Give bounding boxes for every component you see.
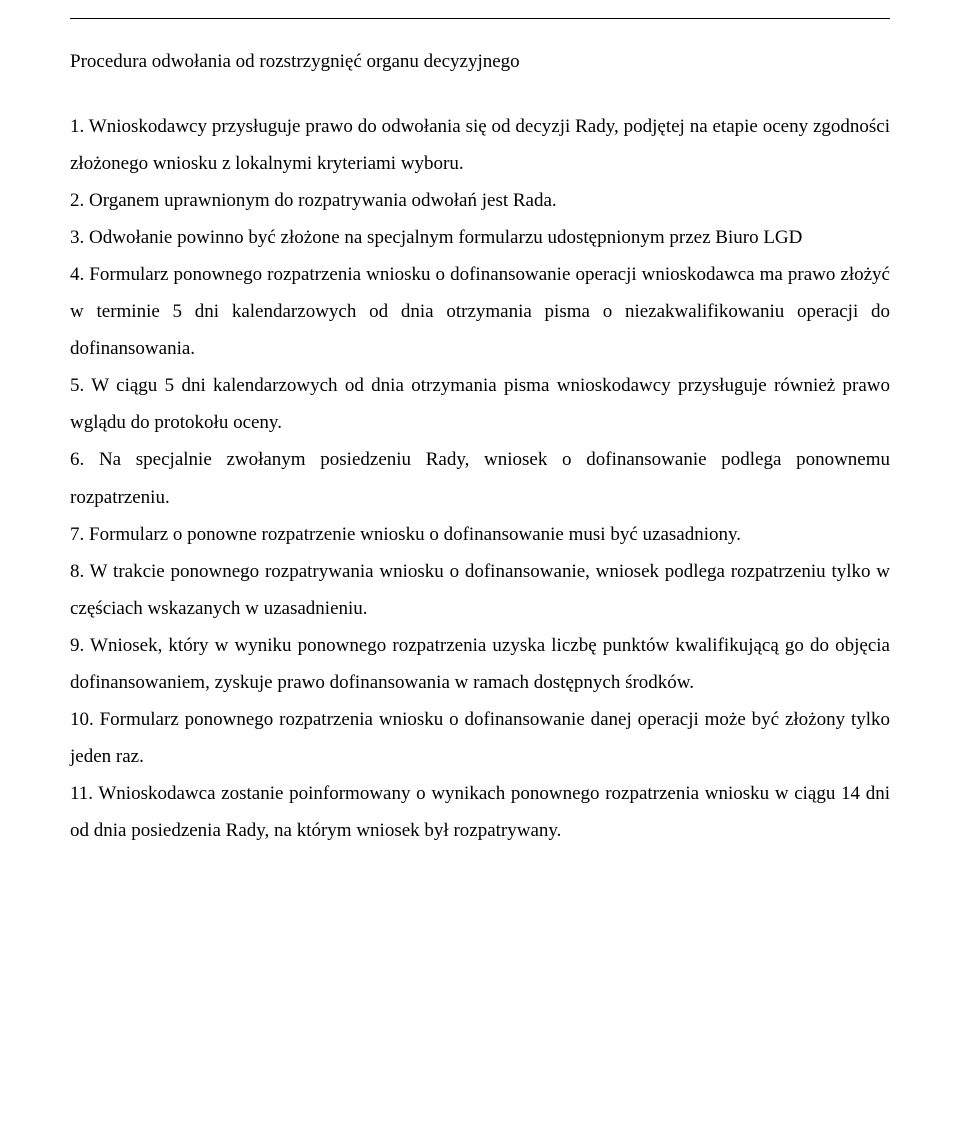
list-item: 2. Organem uprawnionym do rozpatrywania …: [70, 182, 890, 219]
list-item: 6. Na specjalnie zwołanym posiedzeniu Ra…: [70, 441, 890, 515]
document-page: Procedura odwołania od rozstrzygnięć org…: [0, 0, 960, 1121]
list-item: 3. Odwołanie powinno być złożone na spec…: [70, 219, 890, 256]
list-item: 10. Formularz ponownego rozpatrzenia wni…: [70, 701, 890, 775]
list-item: 1. Wnioskodawcy przysługuje prawo do odw…: [70, 108, 890, 182]
list-item: 4. Formularz ponownego rozpatrzenia wnio…: [70, 256, 890, 367]
list-item: 9. Wniosek, który w wyniku ponownego roz…: [70, 627, 890, 701]
list-item: 7. Formularz o ponowne rozpatrzenie wnio…: [70, 516, 890, 553]
list-item: 11. Wnioskodawca zostanie poinformowany …: [70, 775, 890, 849]
list-item: 5. W ciągu 5 dni kalendarzowych od dnia …: [70, 367, 890, 441]
document-title: Procedura odwołania od rozstrzygnięć org…: [70, 43, 890, 80]
top-rule: [70, 18, 890, 19]
list-item: 8. W trakcie ponownego rozpatrywania wni…: [70, 553, 890, 627]
